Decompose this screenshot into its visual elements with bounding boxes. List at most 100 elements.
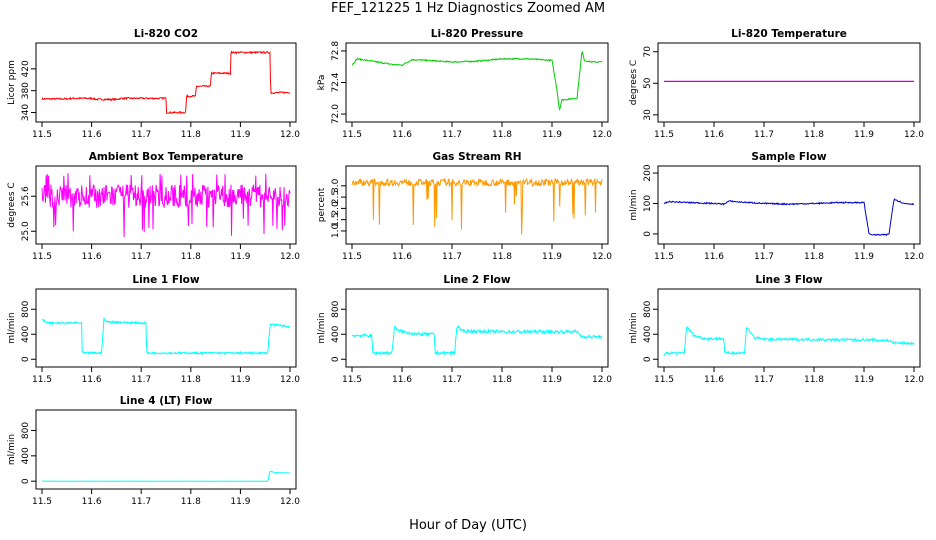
- x-tick-label: 11.6: [392, 375, 412, 385]
- x-tick-label: 11.6: [82, 130, 102, 140]
- panel-title: Li-820 Pressure: [431, 28, 524, 40]
- x-tick-label: 11.5: [32, 252, 52, 262]
- x-tick-label: 11.7: [442, 375, 462, 385]
- chart-panel: Li-820 Temperature 11.5 11.6 11.7 11.8 11.9 12…: [629, 28, 924, 140]
- y-tick-label: 30: [643, 109, 653, 121]
- chart-panel: Line 2 Flow 11.5 11.6 11.7 11.8 11.9 12.0 0 400 8…: [317, 274, 612, 385]
- y-tick-label: 800: [643, 300, 653, 317]
- x-tick-label: 11.8: [181, 130, 201, 140]
- x-tick-label: 11.9: [230, 497, 250, 507]
- series-line: [41, 50, 291, 115]
- y-tick-label: 100: [643, 195, 653, 212]
- plot-frame: [657, 165, 921, 245]
- y-tick-label: 70: [643, 46, 653, 58]
- x-tick-label: 12.0: [904, 130, 924, 140]
- x-tick-label: 11.9: [854, 130, 874, 140]
- x-tick-label: 11.9: [230, 130, 250, 140]
- x-tick-label: 12.0: [904, 375, 924, 385]
- y-axis-label: percent: [317, 187, 327, 222]
- x-tick-label: 11.9: [854, 252, 874, 262]
- y-tick-label: 400: [643, 325, 653, 342]
- x-tick-label: 12.0: [592, 375, 612, 385]
- y-axis-label: ml/min: [7, 312, 17, 343]
- y-axis-label: ml/min: [629, 312, 639, 343]
- y-tick-label: 800: [331, 300, 341, 317]
- x-tick-label: 11.7: [131, 375, 151, 385]
- x-tick-label: 11.9: [542, 375, 562, 385]
- y-tick-label: 400: [21, 447, 31, 464]
- y-tick-label: 0: [21, 356, 31, 362]
- x-tick-label: 11.8: [804, 130, 824, 140]
- series-line: [41, 173, 291, 238]
- x-tick-label: 11.8: [804, 252, 824, 262]
- y-tick-label: 0: [21, 478, 31, 484]
- x-tick-label: 11.7: [442, 252, 462, 262]
- y-tick-label: 0: [643, 231, 653, 237]
- x-tick-label: 11.6: [704, 252, 724, 262]
- x-tick-label: 11.5: [654, 130, 674, 140]
- x-tick-label: 11.6: [392, 252, 412, 262]
- x-tick-label: 11.8: [181, 252, 201, 262]
- y-tick-label: 380: [21, 82, 31, 99]
- x-tick-label: 12.0: [280, 252, 300, 262]
- x-tick-label: 11.8: [181, 375, 201, 385]
- x-axis-title: Hour of Day (UTC): [409, 518, 527, 533]
- panel-title: Line 3 Flow: [755, 274, 822, 286]
- x-tick-label: 12.0: [280, 375, 300, 385]
- x-tick-label: 11.6: [704, 130, 724, 140]
- y-axis-label: degrees C: [7, 182, 17, 227]
- x-tick-label: 11.9: [542, 252, 562, 262]
- plot-frame: [345, 42, 609, 123]
- plot-frame: [35, 42, 297, 123]
- plot-frame: [345, 288, 609, 368]
- x-tick-label: 11.7: [754, 130, 774, 140]
- x-tick-label: 11.8: [181, 497, 201, 507]
- y-tick-label: 200: [643, 164, 653, 181]
- x-tick-label: 11.6: [82, 252, 102, 262]
- x-tick-label: 11.8: [492, 130, 512, 140]
- x-tick-label: 11.9: [542, 130, 562, 140]
- plot-frame: [35, 165, 297, 245]
- series-line: [351, 177, 603, 235]
- y-axis-label: kPa: [317, 75, 327, 91]
- x-tick-label: 11.5: [32, 130, 52, 140]
- x-tick-label: 11.8: [492, 252, 512, 262]
- panel-title: Line 2 Flow: [443, 274, 510, 286]
- y-tick-label: 25.0: [21, 221, 31, 241]
- x-tick-label: 11.5: [32, 497, 52, 507]
- chart-panel: Line 1 Flow 11.5 11.6 11.7 11.8 11.9 12.0 0 400 8…: [7, 274, 300, 385]
- y-tick-label: 1.5: [331, 213, 341, 227]
- series-line: [41, 316, 291, 356]
- plot-frame: [657, 42, 921, 123]
- y-tick-label: 50: [643, 77, 653, 89]
- y-tick-label: 420: [21, 60, 31, 77]
- y-tick-label: 0: [643, 356, 653, 362]
- plot-frame: [35, 409, 297, 490]
- y-tick-label: 400: [331, 325, 341, 342]
- x-tick-label: 11.6: [82, 497, 102, 507]
- x-tick-label: 11.6: [392, 130, 412, 140]
- series-line: [663, 326, 915, 357]
- x-tick-label: 11.8: [804, 375, 824, 385]
- x-tick-label: 11.9: [230, 375, 250, 385]
- x-tick-label: 11.6: [704, 375, 724, 385]
- y-tick-label: 25.6: [21, 186, 31, 206]
- x-tick-label: 12.0: [280, 497, 300, 507]
- x-tick-label: 11.5: [342, 375, 362, 385]
- panel-title: Line 1 Flow: [132, 274, 199, 286]
- y-axis-label: degrees C: [629, 60, 639, 105]
- x-tick-label: 11.6: [82, 375, 102, 385]
- chart-panel: Line 4 (LT) Flow 11.5 11.6 11.7 11.8 11.9 12.0…: [7, 395, 300, 507]
- y-tick-label: 0: [331, 356, 341, 362]
- x-tick-label: 12.0: [592, 130, 612, 140]
- x-tick-label: 11.7: [754, 375, 774, 385]
- series-line: [351, 324, 603, 357]
- x-tick-label: 11.7: [131, 130, 151, 140]
- y-tick-label: 1.0: [331, 224, 341, 239]
- y-tick-label: 340: [21, 104, 31, 121]
- y-axis-label: ml/min: [317, 312, 327, 343]
- y-tick-label: 400: [21, 325, 31, 342]
- y-tick-label: 2.5: [331, 190, 341, 204]
